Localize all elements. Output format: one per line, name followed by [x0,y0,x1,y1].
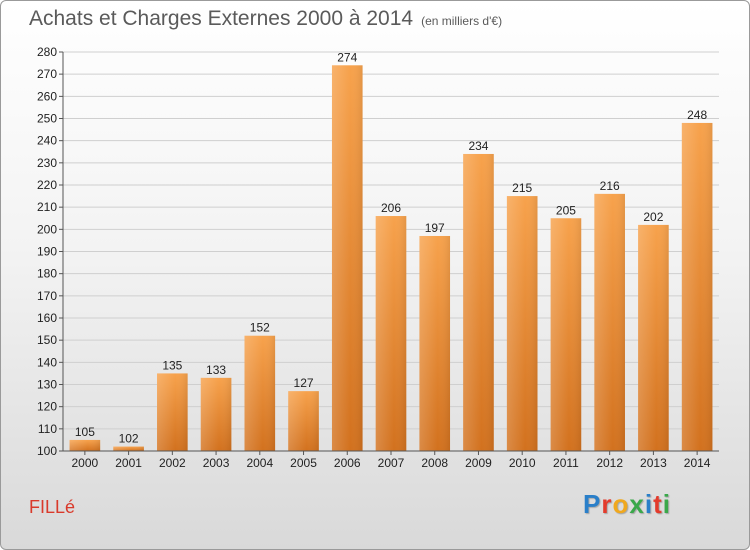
y-tick-label: 270 [37,67,57,81]
data-label: 274 [337,50,357,64]
y-tick-label: 140 [37,355,57,369]
bar-shade [331,65,363,452]
bar-shade [244,335,276,451]
x-tick-label: 2010 [509,456,536,470]
chart-subtitle: (en milliers d'€) [421,14,503,28]
y-tick-label: 100 [37,444,57,458]
logo-letter: o [612,489,630,519]
logo-letter: t [653,489,663,519]
y-tick-label: 260 [37,89,57,103]
y-tick-label: 220 [37,178,57,192]
data-label: 102 [119,432,139,446]
bar-shade [157,373,188,451]
commune-name: FILLé [29,497,76,517]
x-tick-label: 2013 [640,456,667,470]
bar-shade [506,196,538,451]
chart-title-text: Achats et Charges Externes 2000 à 2014 [29,7,414,30]
x-tick-label: 2003 [203,456,230,470]
bar-shade [113,446,144,451]
data-label: 205 [556,203,576,217]
y-tick-label: 240 [37,134,57,148]
data-label: 202 [643,210,663,224]
y-tick-label: 230 [37,156,57,170]
y-tick-label: 160 [37,311,57,325]
data-label: 248 [687,108,707,122]
bar-shade [594,193,625,451]
y-tick-label: 150 [37,333,57,347]
data-label: 152 [250,321,270,335]
logo-letter: i [644,489,654,519]
data-label: 197 [425,221,445,235]
x-tick-label: 2000 [72,456,99,470]
y-tick-label: 200 [37,222,57,236]
data-label: 127 [294,376,314,390]
y-tick-label: 190 [37,245,57,259]
bar-shade [375,216,407,451]
y-tick-label: 120 [37,400,57,414]
data-label: 105 [75,425,95,439]
x-tick-label: 2007 [378,456,405,470]
x-tick-label: 2009 [465,456,492,470]
y-tick-label: 110 [38,422,57,436]
x-tick-label: 2002 [159,456,186,470]
logo-letter: r [601,489,613,519]
x-tick-label: 2001 [115,456,142,470]
data-label: 206 [381,201,401,215]
x-axis: 2000 2001 2002 2003 2004 2005 2006 2007 2008 2009… [63,450,719,470]
bar-shade [550,218,582,451]
bar-shade [288,391,319,451]
bar-shade [200,377,232,451]
chart-title: Achats et Charges Externes 2000 à 2014 (e… [29,7,502,31]
bars: 105 102 135 133 152 127 274 206 197 234 215 205 216 2… [69,50,713,452]
x-tick-label: 2008 [421,456,448,470]
x-tick-label: 2014 [684,456,711,470]
logo-letter: i [662,489,671,519]
bar-shade [69,439,101,451]
logo-letter: x [629,489,645,519]
data-label: 135 [162,358,182,372]
bar-shade [463,153,494,451]
bar-shade [638,224,669,451]
x-tick-label: 2011 [553,456,579,470]
y-tick-label: 170 [37,289,57,303]
data-label: 215 [512,181,532,195]
bar-shade [419,235,451,451]
y-tick-label: 180 [37,267,57,281]
y-tick-label: 250 [37,112,57,126]
x-tick-label: 2004 [246,456,273,470]
x-tick-label: 2006 [334,456,361,470]
x-tick-label: 2012 [596,456,623,470]
proxiti-logo: Proxiti [583,489,671,520]
data-label: 133 [206,363,226,377]
y-tick-label: 130 [37,378,57,392]
y-tick-label: 280 [37,45,57,59]
bar-shade [681,122,713,451]
y-axis: 100 110 120 130 140 150 160 170 180 190 200 210 220 2… [37,45,64,458]
data-label: 216 [600,179,620,193]
logo-letter: P [583,489,602,519]
x-tick-label: 2005 [290,456,317,470]
y-tick-label: 210 [37,200,57,214]
data-label: 234 [468,139,488,153]
